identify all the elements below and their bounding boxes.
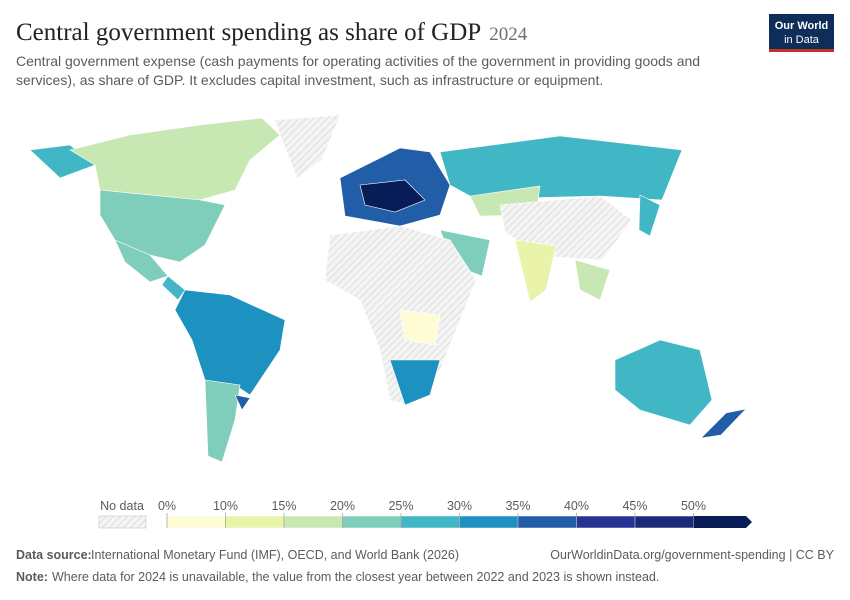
country[interactable] [174, 289, 286, 396]
legend-label: 10% [213, 499, 238, 513]
subtitle: Central government expense (cash payment… [16, 53, 700, 69]
legend-label: 25% [388, 499, 413, 513]
legend-swatch [634, 515, 694, 529]
country[interactable] [204, 379, 241, 463]
world-map [29, 114, 747, 463]
legend-swatch [166, 515, 226, 529]
country[interactable] [700, 408, 747, 439]
country[interactable] [234, 394, 251, 411]
legend-swatch [517, 515, 577, 529]
note: Where data for 2024 is unavailable, the … [52, 570, 659, 584]
country[interactable] [614, 339, 713, 426]
year: 2024 [489, 24, 528, 45]
legend-no-data-label: No data [100, 499, 144, 513]
country[interactable] [389, 359, 441, 406]
legend-swatch [693, 516, 752, 528]
legend-label: 35% [505, 499, 530, 513]
logo-text: Our World [775, 20, 829, 32]
country[interactable] [574, 259, 611, 301]
country[interactable] [114, 239, 169, 283]
legend-label: 40% [564, 499, 589, 513]
legend-swatch [459, 515, 519, 529]
country[interactable] [274, 114, 341, 179]
legend-swatch [576, 515, 636, 529]
legend-label: 50% [681, 499, 706, 513]
legend-label: 20% [330, 499, 355, 513]
country[interactable] [359, 179, 426, 213]
country[interactable] [638, 194, 661, 237]
country[interactable] [439, 135, 683, 201]
legend-swatch [225, 515, 285, 529]
legend-label: 30% [447, 499, 472, 513]
legend-label: 45% [622, 499, 647, 513]
logo-bar [769, 49, 834, 52]
url[interactable]: OurWorldinData.org/government-spending |… [550, 548, 834, 562]
subtitle: services), as share of GDP. It excludes … [16, 72, 603, 88]
logo-box[interactable] [769, 14, 834, 51]
legend-no-data-swatch [98, 515, 147, 529]
country[interactable] [514, 239, 557, 303]
legend-swatch [283, 515, 343, 529]
logo[interactable]: Our World in Data [769, 14, 834, 52]
legend-swatch [400, 515, 460, 529]
title: Central government spending as share of … [16, 19, 481, 46]
legend-swatch [342, 515, 402, 529]
country[interactable] [399, 309, 441, 346]
note-label: Note: [16, 570, 48, 584]
country[interactable] [99, 189, 226, 263]
legend-label: 0% [158, 499, 176, 513]
legend: No data 0% 10% 15% 20% 25% 30% 35% 40% 45% 50% [98, 499, 752, 529]
logo-text: in Data [784, 34, 820, 46]
source: International Monetary Fund (IMF), OECD,… [91, 548, 459, 562]
source-label: Data source: [16, 548, 92, 562]
legend-label: 15% [271, 499, 296, 513]
country[interactable] [69, 117, 281, 201]
country[interactable] [161, 275, 186, 301]
